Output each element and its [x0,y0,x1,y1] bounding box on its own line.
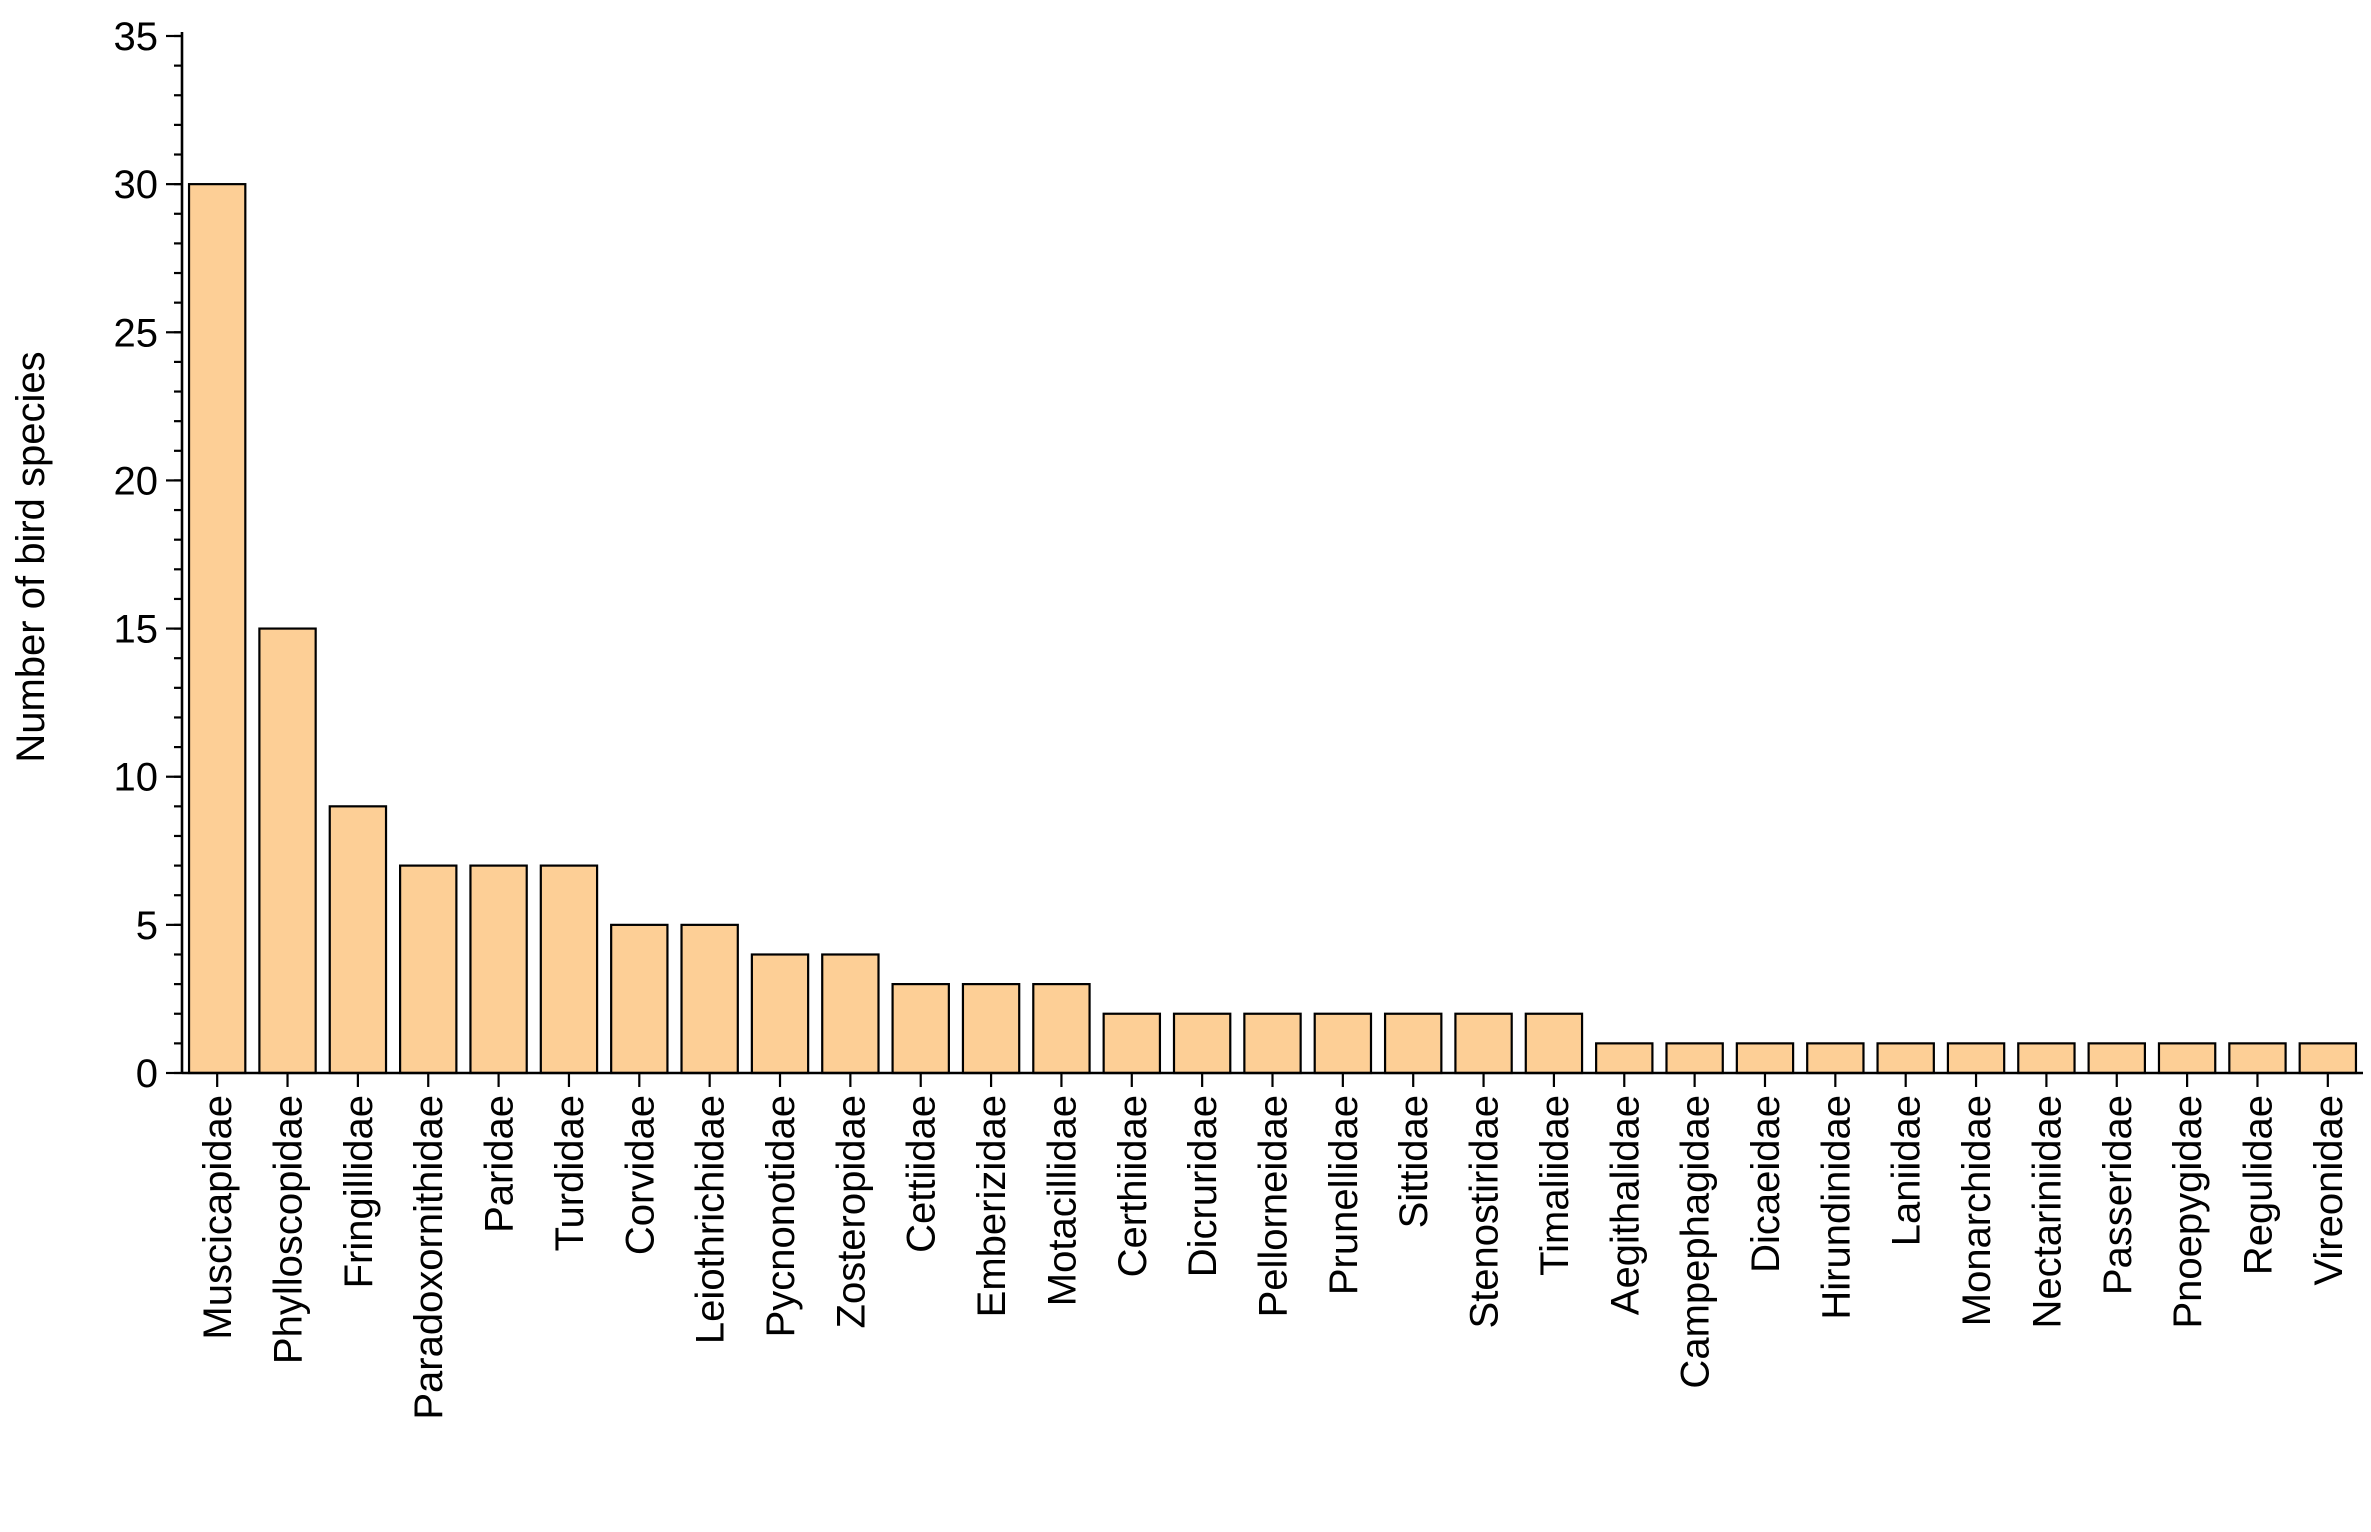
y-tick-label: 15 [114,608,159,652]
bar-corvidae [610,923,669,1075]
bar-muscicapidae [187,183,247,1075]
x-tick-label: Dicruridae [1181,1095,1225,1277]
x-tick-label: Zosteropidae [829,1095,873,1328]
bars-group [187,183,2358,1075]
bar-pnoepygidae [2157,1042,2217,1075]
x-tick-label: Paridae [478,1095,522,1233]
bar-zosteropidae [821,953,880,1075]
x-tick-label: Dicaeidae [1744,1095,1788,1273]
x-tick-label: Corvidae [618,1095,662,1255]
x-tick-label: Vireonidae [2307,1095,2351,1286]
y-tick-label: 25 [114,311,159,355]
x-tick-label: Campephagidae [1674,1095,1718,1389]
x-tick-label: Passeridae [2096,1095,2140,1295]
bar-regulidae [2228,1042,2287,1075]
x-tick-label: Aegithalidae [1603,1095,1647,1315]
y-tick-label: 5 [136,904,158,948]
x-tick-label: Phylloscopidae [267,1095,311,1364]
bar-phylloscopidae [258,627,317,1075]
bar-leiothrichidae [680,923,739,1075]
x-tick-label: Fringillidae [337,1095,381,1288]
bar-emberizidae [961,983,1021,1075]
bar-sittidae [1383,1012,1443,1075]
y-tick-label: 0 [136,1052,158,1096]
bar-motacillidae [1032,983,1091,1075]
bar-monarchidae [1946,1042,2006,1075]
x-tick-label: Pnoepygidae [2166,1095,2210,1329]
bar-hirundinidae [1806,1042,1865,1075]
y-axis: 0 5 10 15 20 25 30 35 [114,15,184,1096]
bar-certhiidae [1102,1012,1162,1075]
x-tick-label: Prunellidae [1322,1095,1366,1295]
x-tick-label: Timaliidae [1533,1095,1577,1276]
x-tick-label: Monarchidae [1955,1095,1999,1326]
x-tick-label: Turdidae [548,1095,592,1251]
bar-dicaeidae [1735,1042,1795,1075]
x-axis: Muscicapidae Phylloscopidae Fringillidae Pa… [182,1071,2363,1420]
bar-dicruridae [1172,1012,1232,1075]
y-tick-label: 10 [114,756,159,800]
bar-laniidae [1876,1042,1935,1075]
x-tick-label: Motacillidae [1040,1095,1084,1306]
x-tick-label: Certhiidae [1111,1095,1155,1277]
x-tick-label: Pycnonotidae [759,1095,803,1337]
x-tick-label: Leiothrichidae [689,1095,733,1344]
bar-aegithalidae [1595,1042,1654,1075]
y-tick-label: 35 [114,15,159,59]
x-tick-label: Pellorneidae [1252,1095,1296,1317]
x-tick-label: Nectariniidae [2025,1095,2069,1328]
bar-pycnonotidae [750,953,810,1075]
bar-vireonidae [2298,1042,2358,1075]
bar-fringillidae [328,805,388,1075]
x-tick-label: Sittidae [1392,1095,1436,1228]
x-tick-label: Regulidae [2236,1095,2280,1275]
x-tick-label: Muscicapidae [196,1095,240,1340]
x-tick-label: Laniidae [1885,1095,1929,1246]
x-tick-label: Cettiidae [900,1095,944,1253]
x-tick-label: Emberizidae [970,1095,1014,1317]
bar-timaliidae [1524,1012,1584,1075]
bar-paridae [469,864,528,1075]
bar-campephagidae [1665,1042,1724,1075]
bar-pellorneidae [1243,1012,1302,1075]
bar-stenostiridae [1454,1012,1513,1075]
y-axis-title: Number of bird species [9,351,53,762]
bar-paradoxornithidae [399,864,458,1075]
x-tick-label: Paradoxornithidae [407,1095,451,1420]
bar-nectariniidae [2017,1042,2076,1075]
x-tick-label: Hirundinidae [1814,1095,1858,1320]
y-tick-label: 30 [114,163,159,207]
bar-cettiidae [891,983,950,1075]
bar-turdidae [539,864,599,1075]
x-tick-label: Stenostiridae [1463,1095,1507,1328]
bar-passeridae [2087,1042,2147,1075]
bar-prunellidae [1313,1012,1373,1075]
y-tick-label: 20 [114,459,159,503]
